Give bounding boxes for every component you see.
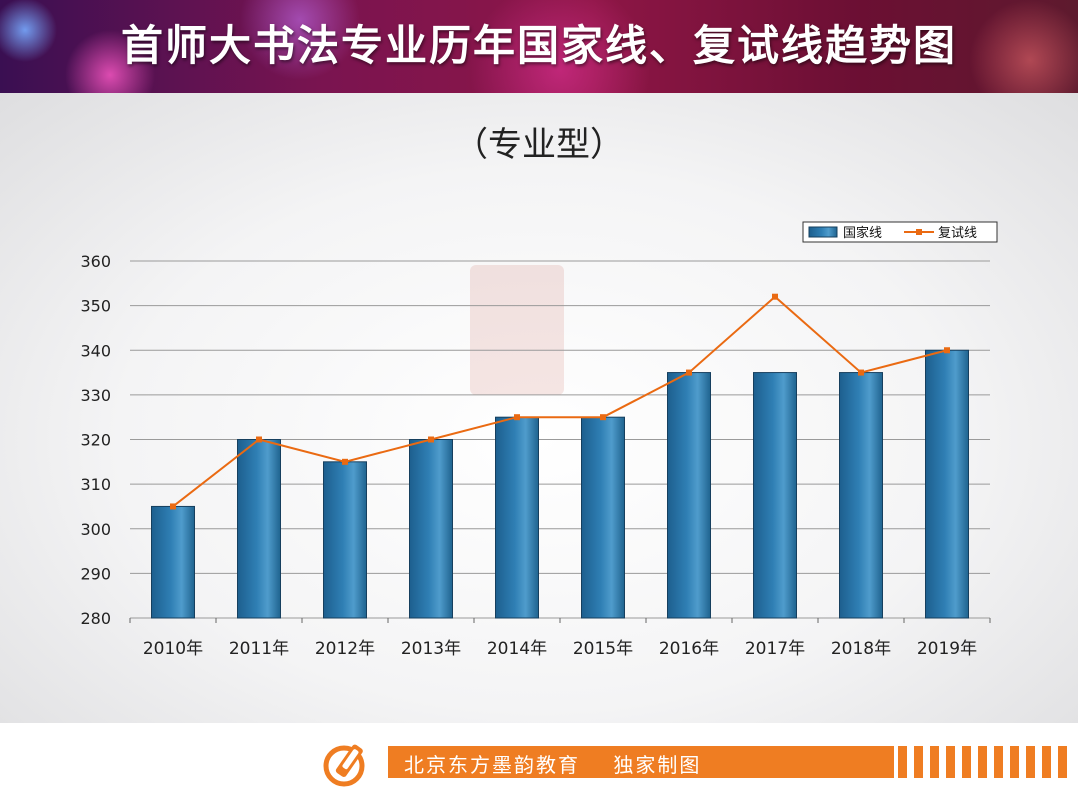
y-tick-label: 300: [80, 520, 111, 539]
bar: [237, 439, 281, 619]
y-tick-label: 290: [80, 564, 111, 583]
x-tick-label: 2015年: [573, 639, 633, 659]
seal-watermark: [470, 265, 564, 395]
y-tick-label: 350: [80, 297, 111, 316]
legend-box: [802, 221, 998, 243]
bar: [839, 372, 883, 619]
bar: [925, 349, 969, 619]
page-title: 首师大书法专业历年国家线、复试线趋势图: [120, 21, 957, 70]
x-tick-label: 2014年: [487, 639, 547, 659]
bar: [151, 505, 195, 619]
legend-label-line: 复试线: [938, 226, 977, 241]
x-tick-label: 2012年: [315, 639, 375, 659]
line-series-path: [172, 295, 948, 508]
bar: [667, 372, 711, 619]
x-tick-label: 2016年: [659, 639, 719, 659]
x-tick-label: 2010年: [143, 639, 203, 659]
x-tick-label: 2017年: [745, 639, 805, 659]
bar: [323, 461, 367, 619]
legend-bar-swatch: [808, 226, 838, 238]
line-point: [256, 436, 262, 443]
x-tick-label: 2013年: [401, 639, 461, 659]
bar: [581, 416, 625, 619]
chart-subtitle: （专业型）: [454, 125, 624, 165]
line-point: [428, 436, 434, 443]
line-point: [686, 369, 692, 376]
line-point: [772, 293, 778, 300]
line-point: [858, 369, 864, 376]
bar: [409, 439, 453, 619]
footer-bar: [388, 746, 894, 778]
bar: [495, 416, 539, 619]
legend-label-bar: 国家线: [843, 225, 882, 241]
bar: [753, 372, 797, 619]
legend-line-marker: [916, 229, 922, 235]
line-point: [514, 414, 520, 421]
y-tick-label: 310: [80, 475, 111, 494]
line-point: [944, 347, 950, 354]
header-banner: 首师大书法专业历年国家线、复试线趋势图: [0, 0, 1078, 93]
line-point: [170, 503, 176, 510]
line-point: [600, 414, 606, 421]
footer-stripes: [898, 746, 1074, 778]
y-tick-label: 340: [80, 341, 111, 360]
x-tick-label: 2011年: [229, 639, 289, 659]
footer-credit: 北京东方墨韵教育 独家制图: [404, 753, 702, 777]
line-point: [342, 458, 348, 465]
x-tick-label: 2019年: [917, 639, 977, 659]
pen-logo-icon: [323, 744, 365, 787]
y-tick-label: 360: [80, 252, 111, 271]
x-tick-label: 2018年: [831, 639, 891, 659]
y-tick-label: 280: [80, 609, 111, 628]
y-tick-label: 320: [80, 431, 111, 450]
y-tick-label: 330: [80, 386, 111, 405]
